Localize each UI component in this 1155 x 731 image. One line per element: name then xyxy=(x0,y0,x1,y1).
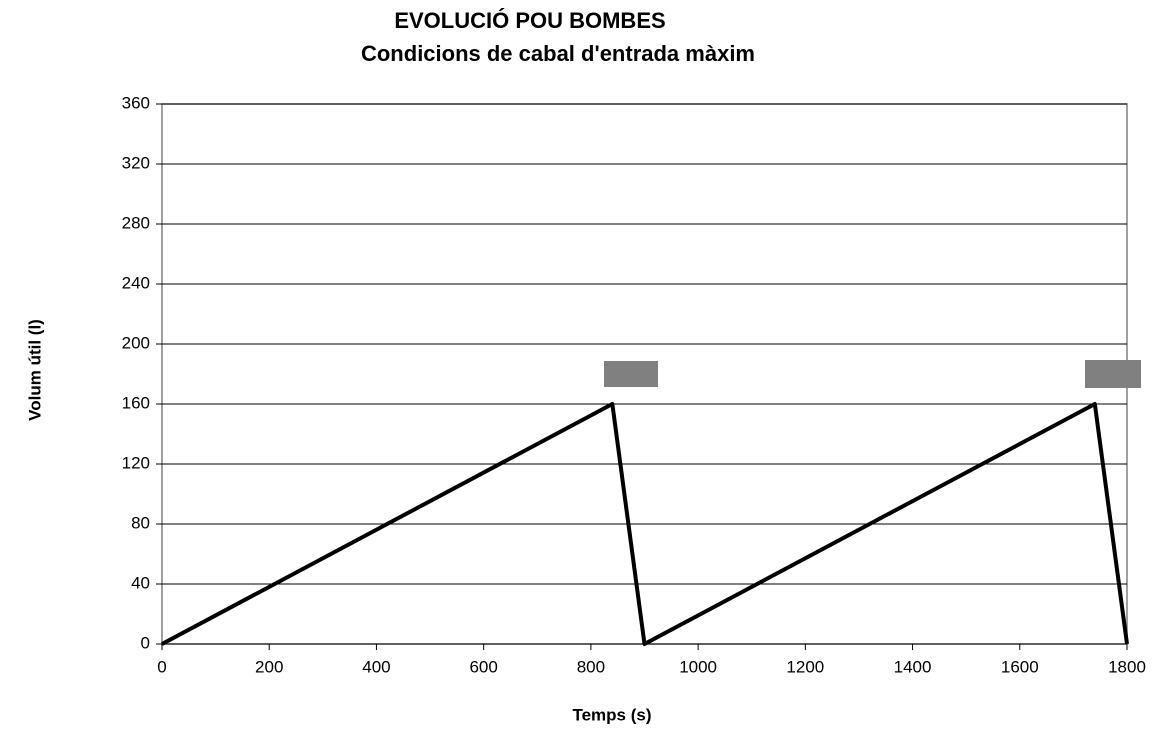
y-tick-label: 200 xyxy=(122,333,150,352)
annotation-box xyxy=(604,361,658,387)
x-axis-label: Temps (s) xyxy=(572,705,651,724)
x-tick-label: 1200 xyxy=(786,657,824,676)
chart-subtitle: Condicions de cabal d'entrada màxim xyxy=(361,41,755,66)
x-tick-label: 200 xyxy=(255,657,283,676)
x-tick-label: 1400 xyxy=(894,657,932,676)
y-tick-label: 320 xyxy=(122,153,150,172)
y-tick-label: 240 xyxy=(122,273,150,292)
y-tick-label: 120 xyxy=(122,453,150,472)
x-tick-label: 400 xyxy=(362,657,390,676)
x-tick-label: 1000 xyxy=(679,657,717,676)
y-tick-label: 280 xyxy=(122,213,150,232)
data-line xyxy=(161,402,1129,646)
x-tick-label: 600 xyxy=(469,657,497,676)
x-tick-label: 1600 xyxy=(1001,657,1039,676)
x-tick-label: 0 xyxy=(157,657,166,676)
x-tick-label: 1800 xyxy=(1108,657,1146,676)
y-tick-label: 40 xyxy=(131,573,150,592)
annotation-box xyxy=(1085,360,1141,388)
y-tick-label: 160 xyxy=(122,393,150,412)
y-tick-label: 0 xyxy=(141,633,150,652)
y-tick-label: 360 xyxy=(122,93,150,112)
y-tick-label: 80 xyxy=(131,513,150,532)
x-tick-label: 800 xyxy=(577,657,605,676)
chart-title: EVOLUCIÓ POU BOMBES xyxy=(394,8,665,33)
y-axis-label: Volum útil (l) xyxy=(25,319,44,421)
